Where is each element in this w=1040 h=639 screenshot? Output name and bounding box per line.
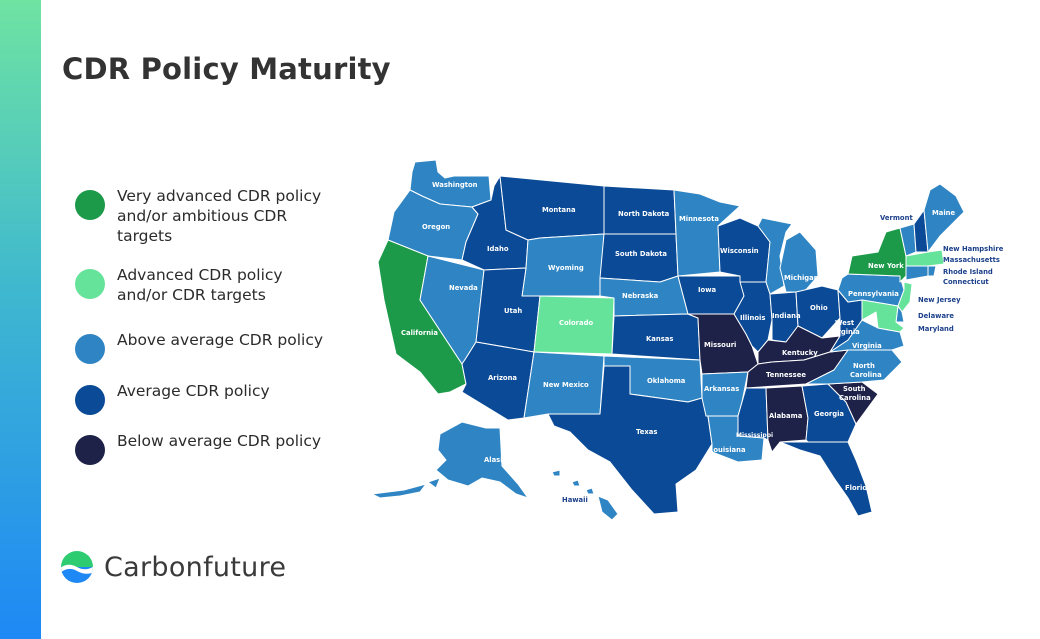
state-maryland	[861, 299, 905, 333]
legend-label: Very advanced CDR policy and/or ambitiou…	[117, 187, 322, 245]
legend-item-below-average: Below average CDR policy	[75, 431, 337, 465]
state-michigan	[779, 231, 819, 293]
legend-swatch	[75, 334, 105, 364]
label-idaho: Idaho	[487, 245, 509, 253]
label-missouri: Missouri	[704, 341, 736, 349]
label-delaware: Delaware	[918, 312, 954, 320]
label-nevada: Nevada	[449, 284, 478, 292]
label-alabama: Alabama	[769, 412, 803, 420]
label-california: California	[401, 329, 438, 337]
label-new-mexico: New Mexico	[543, 381, 589, 389]
legend-swatch	[75, 190, 105, 220]
label-hawaii: Hawaii	[562, 496, 588, 504]
label-kansas: Kansas	[646, 335, 673, 343]
legend-item-very-advanced: Very advanced CDR policy and/or ambitiou…	[75, 186, 337, 246]
label-georgia: Georgia	[814, 410, 844, 418]
label-arizona: Arizona	[488, 374, 517, 382]
label-vermont: Vermont	[880, 214, 913, 222]
label-iowa: Iowa	[698, 286, 716, 294]
legend-item-average: Average CDR policy	[75, 381, 337, 415]
state-iowa	[677, 275, 745, 315]
state-rhode-island	[927, 265, 937, 277]
carbonfuture-logo-icon	[61, 551, 93, 583]
label-colorado: Colorado	[559, 319, 593, 327]
label-minnesota: Minnesota	[679, 215, 719, 223]
state-alaska	[435, 421, 529, 499]
label-wyoming: Wyoming	[548, 264, 584, 272]
label-oklahoma: Oklahoma	[647, 377, 686, 385]
label-south-carolina-line1: South	[843, 385, 866, 393]
label-kentucky: Kentucky	[782, 349, 818, 357]
legend-label: Below average CDR policy	[117, 432, 322, 450]
state-hawaii	[571, 479, 581, 487]
label-indiana: Indiana	[772, 312, 801, 320]
legend-item-advanced: Advanced CDR policy and/or CDR targets	[75, 265, 337, 305]
label-alaska: Alaska	[484, 456, 510, 464]
label-west-virginia-line2: Virginia	[830, 328, 860, 336]
state-south-dakota	[599, 233, 679, 283]
label-north-dakota: North Dakota	[618, 210, 670, 218]
state-connecticut	[905, 265, 929, 281]
label-utah: Utah	[504, 307, 522, 315]
label-nebraska: Nebraska	[622, 292, 659, 300]
state-alaska	[371, 483, 427, 499]
label-south-dakota: South Dakota	[615, 250, 667, 258]
page-title: CDR Policy Maturity	[62, 52, 391, 86]
legend-swatch	[75, 385, 105, 415]
state-new-york	[847, 227, 907, 283]
label-west-virginia-line1: West	[835, 319, 855, 327]
state-alaska	[427, 477, 441, 489]
label-maryland: Maryland	[918, 325, 954, 333]
legend-label: Advanced CDR policy and/or CDR targets	[117, 266, 283, 304]
label-maine: Maine	[932, 209, 956, 217]
label-montana: Montana	[542, 206, 576, 214]
state-texas	[547, 365, 713, 515]
label-wisconsin: Wisconsin	[720, 247, 759, 255]
label-virginia: Virginia	[852, 342, 882, 350]
state-hawaii	[585, 487, 595, 495]
label-new-york: New York	[868, 262, 904, 270]
state-florida	[779, 441, 873, 517]
label-connecticut: Connecticut	[943, 278, 989, 286]
label-mississippi: Mississippi	[736, 432, 773, 439]
legend-label: Average CDR policy	[117, 382, 270, 400]
label-michigan: Michigan	[784, 274, 819, 282]
carbonfuture-logo: Carbonfuture	[60, 550, 286, 584]
state-hawaii	[597, 495, 619, 521]
label-florida: Florida	[845, 484, 872, 492]
state-maine	[923, 183, 965, 253]
label-tennessee: Tennessee	[766, 371, 806, 379]
legend-item-above-average: Above average CDR policy	[75, 330, 337, 364]
label-louisiana: Louisiana	[709, 446, 746, 454]
label-arkansas: Arkansas	[704, 385, 739, 393]
state-michigan	[757, 217, 793, 295]
label-massachusetts: Massachusetts	[943, 256, 1000, 264]
label-north-carolina-line1: North	[853, 362, 875, 370]
label-south-carolina-line2: Carolina	[839, 394, 871, 402]
label-new-hampshire: New Hampshire	[943, 245, 1004, 253]
label-new-jersey: New Jersey	[918, 296, 961, 304]
label-rhode-island: Rhode Island	[943, 268, 993, 276]
state-hawaii	[551, 469, 561, 477]
label-illinois: Illinois	[740, 314, 765, 322]
label-ohio: Ohio	[810, 304, 828, 312]
legend-swatch	[75, 269, 105, 299]
label-oregon: Oregon	[422, 223, 450, 231]
label-pennsylvania: Pennsylvania	[848, 290, 899, 298]
legend-swatch	[75, 435, 105, 465]
label-texas: Texas	[636, 428, 657, 436]
legend-label: Above average CDR policy	[117, 331, 324, 349]
label-north-carolina-line2: Carolina	[850, 371, 882, 379]
gradient-side-bar	[0, 0, 41, 639]
brand-name: Carbonfuture	[104, 551, 287, 583]
label-washington: Washington	[432, 181, 478, 189]
state-mississippi	[737, 387, 769, 441]
